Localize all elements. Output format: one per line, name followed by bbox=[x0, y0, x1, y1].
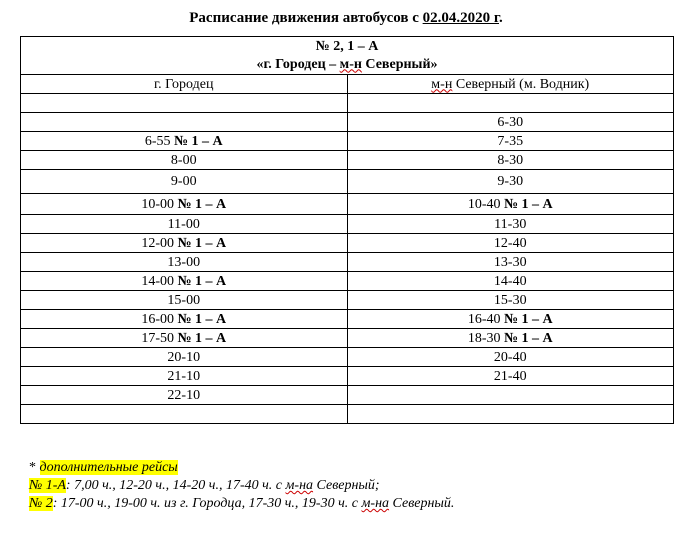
departure-severny: 13-30 bbox=[346, 252, 674, 272]
table-row bbox=[20, 93, 674, 113]
document-title: Расписание движения автобусов с 02.04.20… bbox=[189, 10, 503, 26]
departure-gorodets: 10-00 № 1 – А bbox=[20, 193, 348, 215]
table-row: 12-00 № 1 – А 12-40 bbox=[20, 233, 674, 253]
route-number: № 2, 1 – А bbox=[315, 38, 379, 54]
table-row: 21-10 21-40 bbox=[20, 366, 674, 386]
table-row: 6-55 № 1 – А 7-35 bbox=[20, 131, 674, 151]
departure-severny: 6-30 bbox=[346, 112, 674, 132]
route-tag: № 1 – А bbox=[173, 133, 223, 149]
route-tag: № 1 – А bbox=[503, 196, 553, 212]
departure-severny bbox=[346, 385, 674, 405]
departure-gorodets: 15-00 bbox=[20, 290, 348, 310]
departure-gorodets: 14-00 № 1 – А bbox=[20, 271, 348, 291]
departure-severny: 7-35 bbox=[346, 131, 674, 151]
table-row: 10-00 № 1 – А 10-40 № 1 – А bbox=[20, 193, 674, 215]
column-header-gorodets: г. Городец bbox=[20, 74, 348, 94]
departure-severny: 18-30 № 1 – А bbox=[346, 328, 674, 348]
route-tag: № 1 – А bbox=[503, 311, 553, 327]
departure-gorodets: 17-50 № 1 – А bbox=[20, 328, 348, 348]
note-extra: * дополнительные рейсы bbox=[29, 460, 178, 475]
departure-severny bbox=[346, 93, 674, 113]
table-row: 20-10 20-40 bbox=[20, 347, 674, 367]
departure-severny: 8-30 bbox=[346, 150, 674, 170]
departure-severny bbox=[346, 404, 674, 424]
date: 02.04.2020 г bbox=[422, 10, 499, 26]
departure-gorodets: 21-10 bbox=[20, 366, 348, 386]
route-tag: № 1 – А bbox=[177, 235, 227, 251]
table-row bbox=[20, 404, 674, 424]
departure-gorodets bbox=[20, 404, 348, 424]
table-row: 11-00 11-30 bbox=[20, 214, 674, 234]
route-tag: № 1 – А bbox=[503, 330, 553, 346]
departure-gorodets bbox=[20, 93, 348, 113]
table-row: 17-50 № 1 – А 18-30 № 1 – А bbox=[20, 328, 674, 348]
departure-severny: 21-40 bbox=[346, 366, 674, 386]
route-tag: № 1 – А bbox=[177, 330, 227, 346]
departure-gorodets: 13-00 bbox=[20, 252, 348, 272]
schedule-table: № 2, 1 – А «г. Городец – м-н Северный» г… bbox=[20, 36, 674, 424]
route-tag: № 1 – А bbox=[177, 311, 227, 327]
departure-gorodets: 9-00 bbox=[20, 169, 348, 194]
table-row: 15-00 15-30 bbox=[20, 290, 674, 310]
departure-severny: 9-30 bbox=[346, 169, 674, 194]
table-row: 14-00 № 1 – А 14-40 bbox=[20, 271, 674, 291]
departure-gorodets: 11-00 bbox=[20, 214, 348, 234]
departure-gorodets bbox=[20, 112, 348, 132]
route-tag: № 1 – А bbox=[177, 273, 227, 289]
note-route-1a: № 1-А: 7,00 ч., 12-20 ч., 14-20 ч., 17-4… bbox=[29, 478, 380, 493]
route-name: «г. Городец – м-н Северный» bbox=[256, 56, 438, 72]
departure-severny: 14-40 bbox=[346, 271, 674, 291]
table-row: 13-00 13-30 bbox=[20, 252, 674, 272]
departure-severny: 16-40 № 1 – А bbox=[346, 309, 674, 329]
departure-severny: 10-40 № 1 – А bbox=[346, 193, 674, 215]
table-row: 6-30 bbox=[20, 112, 674, 132]
departure-gorodets: 20-10 bbox=[20, 347, 348, 367]
table-row: 9-00 9-30 bbox=[20, 169, 674, 194]
departure-gorodets: 8-00 bbox=[20, 150, 348, 170]
table-row: 22-10 bbox=[20, 385, 674, 405]
column-header-severny: м-н Северный (м. Водник) bbox=[346, 74, 674, 94]
departure-gorodets: 12-00 № 1 – А bbox=[20, 233, 348, 253]
table-row: 16-00 № 1 – А 16-40 № 1 – А bbox=[20, 309, 674, 329]
departure-severny: 20-40 bbox=[346, 347, 674, 367]
departure-severny: 11-30 bbox=[346, 214, 674, 234]
departure-severny: 12-40 bbox=[346, 233, 674, 253]
notes: * дополнительные рейсы № 1-А: 7,00 ч., 1… bbox=[29, 459, 454, 513]
departure-gorodets: 6-55 № 1 – А bbox=[20, 131, 348, 151]
departure-severny: 15-30 bbox=[346, 290, 674, 310]
route-tag: № 1 – А bbox=[177, 196, 227, 212]
departure-gorodets: 16-00 № 1 – А bbox=[20, 309, 348, 329]
table-row: 8-00 8-30 bbox=[20, 150, 674, 170]
route-header: № 2, 1 – А «г. Городец – м-н Северный» bbox=[20, 36, 674, 75]
departure-gorodets: 22-10 bbox=[20, 385, 348, 405]
note-route-2: № 2: 17-00 ч., 19-00 ч. из г. Городца, 1… bbox=[29, 496, 455, 511]
